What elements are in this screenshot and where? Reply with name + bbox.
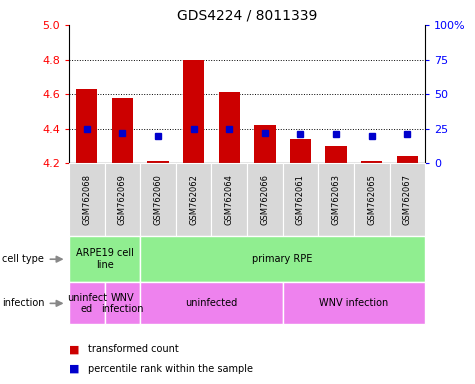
Bar (112, 98, 133, 163)
Bar (361, 162, 382, 163)
Text: GSM762064: GSM762064 (225, 174, 234, 225)
Text: GSM762063: GSM762063 (332, 174, 341, 225)
Text: WNV
infection: WNV infection (101, 293, 143, 314)
Text: primary RPE: primary RPE (252, 254, 313, 264)
Text: GSM762069: GSM762069 (118, 174, 127, 225)
Text: ■: ■ (69, 364, 79, 374)
Bar (147, 162, 169, 163)
Text: GSM762068: GSM762068 (82, 174, 91, 225)
Bar (218, 92, 240, 163)
Title: GDS4224 / 8011339: GDS4224 / 8011339 (177, 8, 317, 22)
Text: ARPE19 cell
line: ARPE19 cell line (76, 248, 133, 270)
Bar (254, 125, 276, 163)
Bar (76, 89, 97, 163)
Bar (325, 146, 347, 163)
Text: GSM762060: GSM762060 (153, 174, 162, 225)
Bar (183, 60, 204, 163)
Text: cell type: cell type (2, 254, 44, 264)
Text: transformed count: transformed count (88, 344, 179, 354)
Text: infection: infection (2, 298, 45, 308)
Text: percentile rank within the sample: percentile rank within the sample (88, 364, 253, 374)
Bar (290, 139, 311, 163)
Text: GSM762065: GSM762065 (367, 174, 376, 225)
Text: WNV infection: WNV infection (319, 298, 389, 308)
Text: GSM762062: GSM762062 (189, 174, 198, 225)
Text: GSM762061: GSM762061 (296, 174, 305, 225)
Text: uninfect
ed: uninfect ed (66, 293, 107, 314)
Bar (397, 156, 418, 163)
Text: GSM762067: GSM762067 (403, 174, 412, 225)
Text: GSM762066: GSM762066 (260, 174, 269, 225)
Text: uninfected: uninfected (185, 298, 238, 308)
Text: ■: ■ (69, 344, 79, 354)
